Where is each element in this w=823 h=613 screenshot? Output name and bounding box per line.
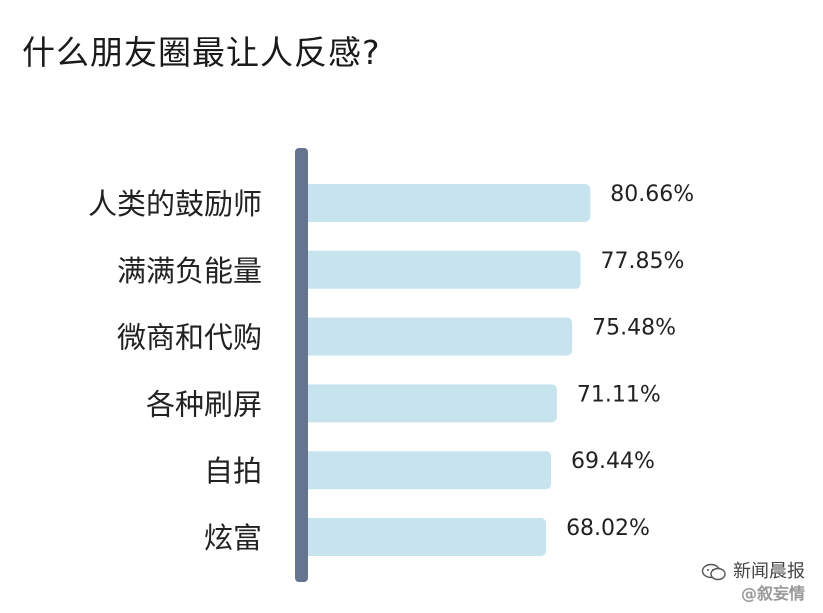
bar-1 [304, 184, 591, 222]
bars-layer: 人类的鼓励师 80.66% 满满负能量 77.85% 微商和代购 75.48% 各种刷屏 71… [88, 182, 694, 556]
bar-6 [304, 518, 547, 556]
value-label-5: 69.44% [571, 449, 655, 474]
category-label-6: 炫富 [204, 521, 262, 555]
bar-5 [304, 451, 552, 490]
value-label-1: 80.66% [610, 182, 694, 207]
category-label-5: 自拍 [204, 454, 262, 488]
watermark-source-row: 新闻晨报 [701, 561, 805, 583]
category-label-4: 各种刷屏 [146, 387, 262, 421]
value-label-2: 77.85% [600, 249, 684, 274]
value-label-4: 71.11% [577, 382, 661, 407]
watermark-handle-text: @叙妄情 [740, 584, 805, 603]
bar-3 [304, 317, 573, 356]
source-watermark: 新闻晨报 @叙妄情 [701, 561, 805, 605]
bar-2 [304, 250, 581, 289]
chart-title: 什么朋友圈最让人反感? [22, 33, 381, 72]
bar-4 [304, 384, 557, 423]
wechat-logo-icon [701, 563, 726, 581]
category-label-1: 人类的鼓励师 [88, 187, 262, 221]
category-label-2: 满满负能量 [117, 254, 262, 288]
watermark-source-text: 新闻晨报 [733, 561, 805, 582]
category-label-3: 微商和代购 [117, 321, 262, 355]
value-label-6: 68.02% [566, 516, 650, 541]
value-label-3: 75.48% [592, 316, 676, 341]
y-axis-line [295, 148, 308, 582]
